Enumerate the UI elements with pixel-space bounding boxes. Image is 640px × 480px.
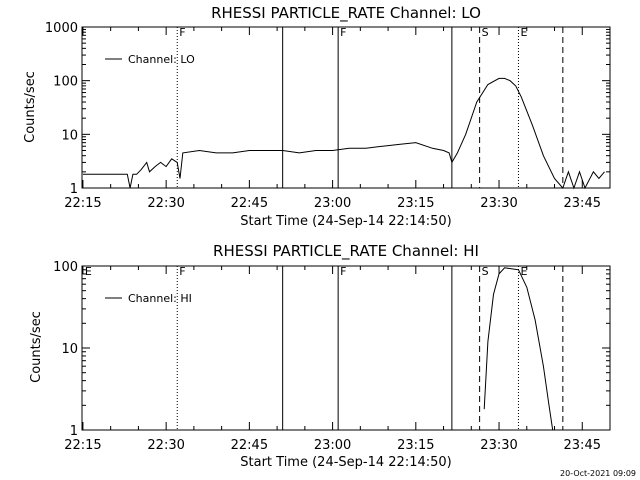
y-tick-label-lo-2: 100: [53, 75, 78, 90]
x-tick-label-hi-0: 22:15: [64, 438, 101, 453]
event-label-lo-5: E: [520, 26, 527, 39]
legend-label-lo: Channel: LO: [128, 53, 195, 66]
x-tick-label-hi-2: 22:45: [231, 438, 268, 453]
x-tick-label-lo-4: 23:15: [397, 196, 434, 211]
series-line-hi-0: [483, 267, 554, 431]
x-tick-label-lo-6: 23:45: [564, 196, 601, 211]
x-tick-label-hi-3: 23:00: [314, 438, 351, 453]
event-label-hi-6: E: [520, 265, 527, 278]
x-tick-label-hi-6: 23:45: [564, 438, 601, 453]
series-line-lo-0: [82, 77, 605, 190]
y-axis-label-lo: Counts/sec: [23, 71, 38, 143]
x-tick-label-hi-4: 23:15: [397, 438, 434, 453]
panel-lo: RHESSI PARTICLE_RATE Channel: LO F F S E 22:…: [23, 4, 611, 229]
chart-title-lo: RHESSI PARTICLE_RATE Channel: LO: [211, 4, 481, 23]
x-tick-label-lo-0: 22:15: [64, 196, 101, 211]
x-tick-label-lo-5: 23:30: [480, 196, 517, 211]
plot-frame-lo: [81, 26, 611, 189]
y-tick-label-hi-0: 1: [70, 424, 78, 439]
x-tick-label-lo-3: 23:00: [314, 196, 351, 211]
event-label-lo-2: F: [340, 26, 346, 39]
event-label-lo-4: S: [482, 26, 489, 39]
x-tick-label-lo-2: 22:45: [231, 196, 268, 211]
y-tick-label-lo-0: 1: [70, 182, 78, 197]
x-axis-label-lo: Start Time (24-Sep-14 22:14:50): [240, 214, 451, 229]
x-axis-label-hi: Start Time (24-Sep-14 22:14:50): [240, 455, 451, 470]
x-tick-label-hi-5: 23:30: [480, 438, 517, 453]
event-label-hi-3: F: [340, 265, 346, 278]
event-label-lo-0: F: [179, 26, 185, 39]
y-tick-label-hi-1: 10: [61, 342, 78, 357]
event-label-hi-0: E: [85, 265, 92, 278]
event-label-hi-5: S: [482, 265, 489, 278]
x-tick-label-hi-1: 22:30: [147, 438, 184, 453]
y-tick-label-hi-2: 100: [53, 260, 78, 275]
y-tick-label-lo-1: 10: [61, 128, 78, 143]
event-label-hi-1: F: [179, 265, 185, 278]
legend-label-hi: Channel: HI: [128, 292, 192, 305]
x-tick-label-lo-1: 22:30: [147, 196, 184, 211]
panel-hi: RHESSI PARTICLE_RATE Channel: HI E F F S E 22…: [29, 242, 611, 470]
y-tick-label-lo-3: 1000: [45, 21, 78, 36]
footer-timestamp: 20-Oct-2021 09:09: [560, 469, 636, 478]
chart-title-hi: RHESSI PARTICLE_RATE Channel: HI: [213, 242, 479, 261]
plot-frame-hi: [81, 265, 611, 431]
y-axis-label-hi: Counts/sec: [29, 311, 44, 383]
